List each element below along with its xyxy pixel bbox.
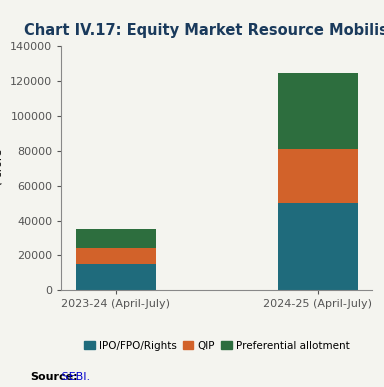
Bar bbox=[278, 73, 358, 149]
Bar bbox=[76, 229, 156, 248]
Bar bbox=[278, 203, 358, 290]
Y-axis label: ₹ crore: ₹ crore bbox=[0, 149, 5, 188]
Bar bbox=[278, 149, 358, 203]
Text: Chart IV.17: Equity Market Resource Mobilisation: Chart IV.17: Equity Market Resource Mobi… bbox=[24, 23, 384, 38]
Legend: IPO/FPO/Rights, QIP, Preferential allotment: IPO/FPO/Rights, QIP, Preferential allotm… bbox=[80, 337, 354, 355]
Text: Source:: Source: bbox=[31, 372, 78, 382]
Text: SEBI.: SEBI. bbox=[58, 372, 91, 382]
Bar bbox=[76, 264, 156, 290]
Bar bbox=[76, 248, 156, 264]
